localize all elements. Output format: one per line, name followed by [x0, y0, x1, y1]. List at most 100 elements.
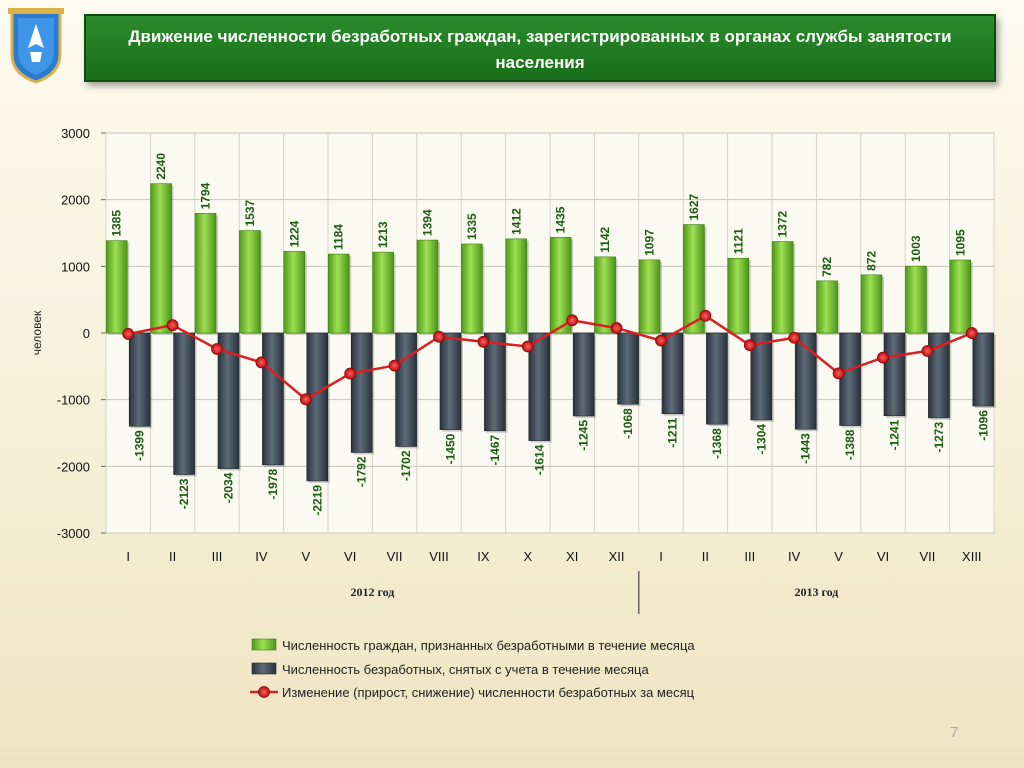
bar-removed: [617, 332, 639, 405]
bar-registered: [283, 251, 306, 334]
data-label-removed: -1304: [754, 424, 768, 455]
chart-title: Движение численности безработных граждан…: [128, 27, 952, 72]
y-tick-label: -3000: [57, 526, 90, 541]
x-tick-label: V: [301, 549, 310, 564]
data-label-removed: -1241: [888, 419, 902, 450]
bar-registered: [905, 265, 927, 334]
bar-removed: [217, 332, 240, 469]
point-change: [655, 334, 667, 347]
data-label-removed: -1978: [266, 469, 280, 500]
data-label-registered: 1184: [332, 224, 346, 250]
point-change: [255, 356, 268, 369]
bar-removed: [395, 332, 417, 447]
x-tick-label: XII: [609, 549, 625, 564]
bar-registered: [816, 280, 838, 334]
x-tick-label: V: [834, 549, 843, 564]
data-label-removed: -1614: [532, 444, 546, 475]
legend-entry: Численность граждан, признанных безработ…: [282, 638, 695, 653]
point-change: [211, 343, 223, 355]
bar-removed: [484, 332, 506, 432]
page-number: 7: [950, 724, 959, 741]
data-label-removed: -2219: [310, 485, 324, 516]
point-change: [477, 335, 490, 348]
x-tick-label: IX: [477, 549, 490, 564]
point-change: [832, 367, 845, 380]
x-group-label: 2013 год: [794, 585, 838, 599]
data-label-registered: 1095: [953, 229, 967, 256]
point-change: [699, 309, 712, 322]
legend-entry: Изменение (прирост, снижение) численност…: [282, 685, 695, 700]
bar-registered: [949, 259, 972, 334]
bar-removed: [173, 332, 195, 475]
data-label-removed: -1068: [621, 408, 635, 439]
legend-swatch-removed: [251, 662, 277, 675]
x-tick-label: XI: [566, 549, 578, 564]
bar-registered: [638, 259, 661, 334]
data-label-registered: 1394: [421, 209, 435, 236]
x-tick-label: III: [744, 549, 755, 564]
point-change: [521, 340, 534, 353]
x-tick-label: VI: [344, 549, 356, 564]
bar-registered: [372, 251, 394, 334]
point-change: [344, 367, 357, 380]
legend-dot-change: [258, 686, 270, 698]
data-label-removed: -1443: [799, 433, 813, 464]
bar-registered: [327, 253, 350, 334]
point-change: [433, 330, 445, 343]
bar-registered: [727, 257, 750, 334]
bar-registered: [549, 237, 572, 334]
bar-removed: [306, 332, 329, 482]
title-banner: Движение численности безработных граждан…: [84, 14, 996, 82]
bar-registered: [105, 240, 128, 334]
point-change: [965, 327, 978, 339]
bar-removed: [928, 332, 950, 419]
x-tick-label: VII: [387, 549, 403, 564]
data-label-removed: -1399: [133, 430, 147, 461]
point-change: [122, 328, 135, 340]
bar-removed: [528, 332, 551, 441]
data-label-removed: -1273: [932, 422, 946, 453]
point-change: [610, 322, 623, 334]
bar-removed: [350, 332, 373, 453]
bar-registered: [771, 241, 794, 334]
bar-removed: [661, 332, 684, 415]
bar-removed: [750, 332, 773, 421]
y-tick-label: 0: [83, 326, 90, 341]
data-label-removed: -2034: [222, 472, 236, 503]
data-label-registered: 1213: [376, 221, 390, 248]
bar-registered: [683, 224, 705, 334]
x-tick-label: II: [169, 549, 176, 564]
x-tick-label: IV: [255, 549, 268, 564]
point-change: [921, 345, 934, 357]
y-tick-label: 2000: [61, 193, 90, 208]
x-group-label: 2012 год: [350, 585, 394, 599]
point-change: [877, 351, 889, 364]
data-label-removed: -1368: [710, 428, 724, 459]
bar-registered: [461, 243, 483, 334]
data-label-registered: 1794: [199, 182, 213, 209]
y-axis-label: человек: [30, 310, 44, 355]
data-label-registered: 1412: [509, 208, 523, 235]
data-label-registered: 1372: [776, 211, 790, 238]
bar-registered: [194, 213, 217, 334]
bar-registered: [594, 256, 616, 334]
x-tick-label: VII: [919, 549, 935, 564]
data-label-registered: 1142: [598, 227, 612, 253]
data-label-registered: 1385: [110, 210, 124, 237]
data-label-registered: 1121: [731, 228, 745, 254]
point-change: [566, 314, 579, 327]
bar-removed: [128, 332, 151, 427]
y-tick-label: 1000: [61, 259, 90, 274]
point-change: [788, 331, 801, 344]
data-label-registered: 1435: [554, 206, 568, 233]
data-label-registered: 1097: [643, 229, 657, 256]
point-change: [388, 359, 401, 372]
bar-removed: [972, 332, 995, 407]
x-tick-label: IV: [788, 549, 801, 564]
x-tick-label: II: [702, 549, 709, 564]
point-change: [743, 339, 756, 352]
data-label-registered: 2240: [154, 153, 168, 180]
series-line-change: [127, 314, 973, 401]
data-label-registered: 872: [865, 251, 879, 271]
